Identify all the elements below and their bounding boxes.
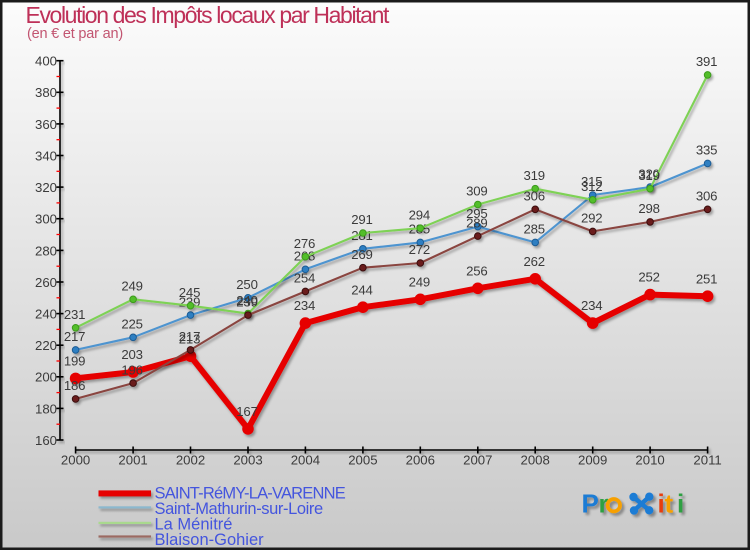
svg-text:262: 262	[523, 254, 544, 269]
svg-text:285: 285	[523, 222, 544, 237]
svg-text:2000: 2000	[61, 452, 90, 467]
svg-text:199: 199	[64, 354, 85, 369]
svg-text:203: 203	[121, 347, 142, 362]
svg-text:SAINT-RéMY-LA-VARENNE: SAINT-RéMY-LA-VARENNE	[155, 484, 346, 502]
svg-text:245: 245	[179, 285, 200, 300]
svg-text:217: 217	[64, 329, 85, 344]
svg-text:239: 239	[236, 294, 257, 309]
svg-text:2011: 2011	[693, 452, 721, 467]
svg-text:272: 272	[409, 242, 430, 257]
svg-text:309: 309	[466, 184, 487, 199]
svg-text:200: 200	[35, 370, 57, 385]
svg-text:2008: 2008	[521, 452, 550, 467]
svg-text:306: 306	[523, 189, 544, 204]
svg-text:Blaison-Gohier: Blaison-Gohier	[155, 531, 265, 549]
svg-text:250: 250	[236, 277, 257, 292]
svg-text:220: 220	[35, 338, 57, 353]
svg-text:315: 315	[581, 174, 602, 189]
svg-text:2010: 2010	[635, 452, 664, 467]
svg-text:2002: 2002	[176, 452, 205, 467]
svg-text:380: 380	[35, 85, 57, 100]
svg-text:240: 240	[35, 307, 57, 322]
svg-text:La Ménitré: La Ménitré	[155, 515, 233, 533]
svg-text:400: 400	[35, 54, 57, 69]
svg-text:(en € et par an): (en € et par an)	[27, 26, 123, 42]
svg-text:180: 180	[35, 401, 57, 416]
svg-text:391: 391	[696, 54, 717, 69]
svg-text:231: 231	[64, 307, 85, 322]
svg-text:Saint-Mathurin-sur-Loire: Saint-Mathurin-sur-Loire	[155, 500, 324, 518]
svg-text:292: 292	[581, 211, 602, 226]
svg-text:r: r	[599, 489, 609, 519]
svg-text:252: 252	[638, 270, 659, 285]
svg-text:254: 254	[294, 271, 315, 286]
svg-text:2005: 2005	[348, 452, 377, 467]
svg-text:240: 240	[236, 293, 257, 308]
svg-text:260: 260	[35, 275, 57, 290]
svg-text:249: 249	[409, 274, 430, 289]
svg-text:300: 300	[35, 212, 57, 227]
svg-text:295: 295	[466, 206, 487, 221]
svg-text:234: 234	[294, 298, 315, 313]
svg-text:i: i	[677, 489, 684, 519]
svg-text:244: 244	[351, 282, 372, 297]
svg-text:234: 234	[581, 298, 602, 313]
svg-text:160: 160	[35, 433, 57, 448]
svg-text:2003: 2003	[233, 452, 262, 467]
svg-text:320: 320	[35, 180, 57, 195]
svg-text:i: i	[658, 489, 665, 519]
svg-text:319: 319	[638, 168, 659, 183]
svg-text:319: 319	[523, 168, 544, 183]
svg-text:Evolution des Impôts locaux pa: Evolution des Impôts locaux par Habitant	[26, 2, 390, 28]
svg-text:217: 217	[179, 329, 200, 344]
svg-text:2007: 2007	[463, 452, 492, 467]
svg-text:294: 294	[409, 207, 430, 222]
svg-text:312: 312	[581, 179, 602, 194]
svg-text:167: 167	[236, 404, 257, 419]
svg-text:335: 335	[696, 143, 717, 158]
svg-text:269: 269	[351, 247, 372, 262]
svg-text:2004: 2004	[291, 452, 320, 467]
svg-text:276: 276	[294, 236, 315, 251]
svg-text:196: 196	[121, 362, 142, 377]
svg-text:249: 249	[121, 279, 142, 294]
svg-text:340: 340	[35, 148, 57, 163]
svg-text:251: 251	[696, 271, 717, 286]
svg-text:280: 280	[35, 243, 57, 258]
svg-text:t: t	[665, 489, 674, 519]
svg-text:2001: 2001	[118, 452, 147, 467]
svg-text:P: P	[582, 489, 599, 519]
svg-text:2006: 2006	[406, 452, 435, 467]
svg-text:225: 225	[121, 317, 142, 332]
svg-text:298: 298	[638, 201, 659, 216]
svg-text:291: 291	[351, 212, 372, 227]
svg-text:289: 289	[466, 215, 487, 230]
svg-text:360: 360	[35, 117, 57, 132]
svg-text:256: 256	[466, 263, 487, 278]
svg-text:186: 186	[64, 378, 85, 393]
svg-text:2009: 2009	[578, 452, 607, 467]
svg-text:306: 306	[696, 189, 717, 204]
svg-text:213: 213	[179, 331, 200, 346]
